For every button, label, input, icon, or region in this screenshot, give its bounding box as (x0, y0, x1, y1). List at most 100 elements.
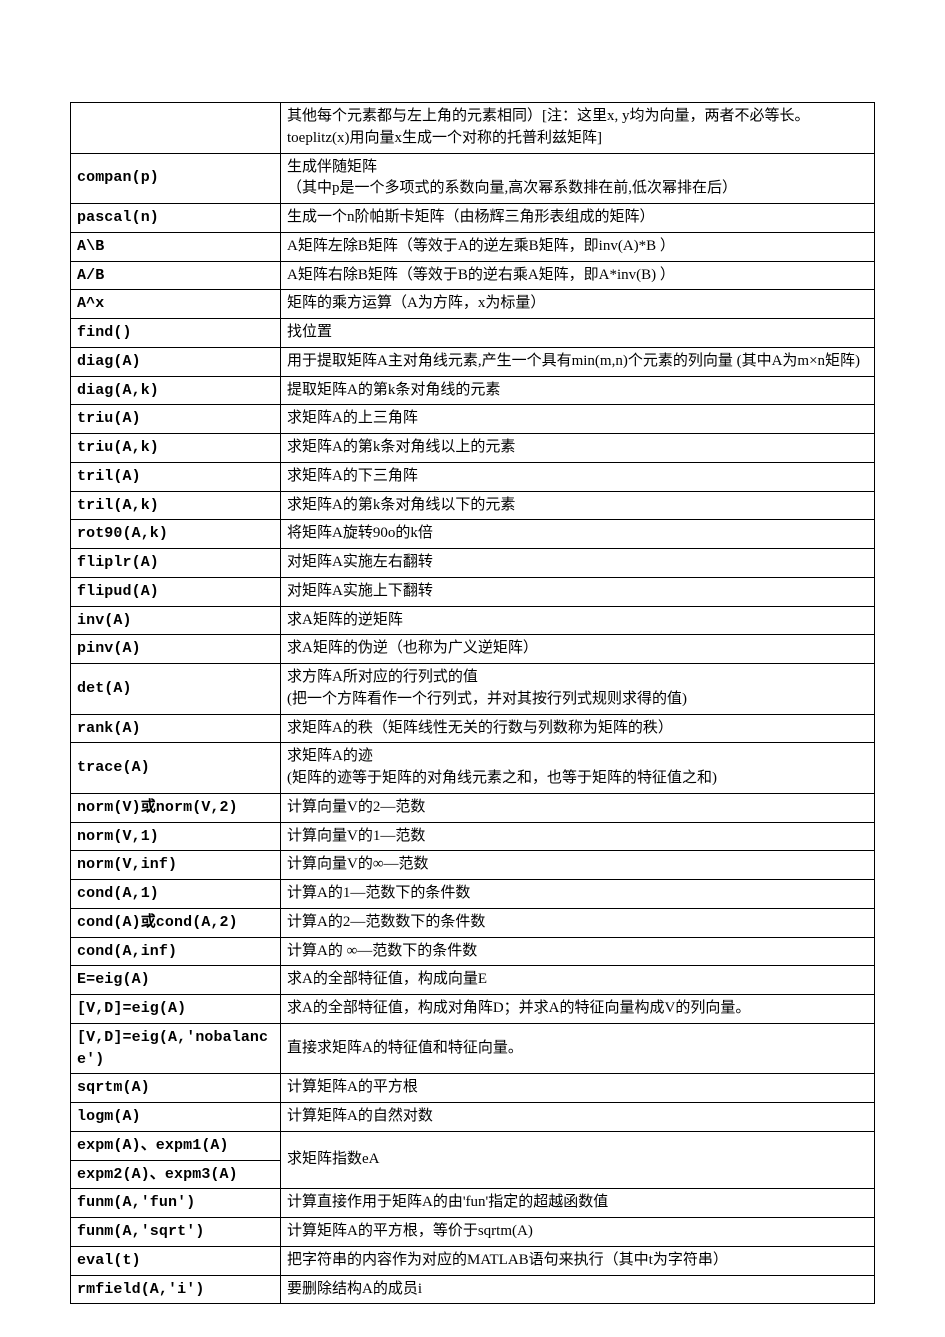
description-text: 对矩阵A实施上下翻转 (287, 583, 433, 599)
description-text: 直接求矩阵A的特征值和特征向量。 (287, 1040, 523, 1056)
table-row: trace(A)求矩阵A的迹(矩阵的迹等于矩阵的对角线元素之和，也等于矩阵的特征… (71, 743, 875, 794)
description-text: 对矩阵A实施左右翻转 (287, 554, 433, 570)
function-name: rmfield(A,'i') (77, 1281, 204, 1298)
description-cell: 求矩阵指数eA (281, 1131, 875, 1189)
description-text: A矩阵右除B矩阵（等效于B的逆右乘A矩阵，即A*inv(B) ） (287, 267, 675, 283)
table-row: norm(V,1) 计算向量V的1—范数 (71, 822, 875, 851)
description-cell: 生成一个n阶帕斯卡矩阵（由杨辉三角形表组成的矩阵） (281, 204, 875, 233)
function-name: norm(V)或norm(V,2) (77, 799, 238, 816)
description-text: 要删除结构A的成员i (287, 1281, 422, 1297)
description-text: 计算矩阵A的平方根，等价于sqrtm(A) (287, 1223, 533, 1239)
function-cell: expm2(A)、expm3(A) (71, 1160, 281, 1189)
function-cell: diag(A,k) (71, 376, 281, 405)
description-cell: 直接求矩阵A的特征值和特征向量。 (281, 1023, 875, 1074)
function-cell: E=eig(A) (71, 966, 281, 995)
table-row: pinv(A)求A矩阵的伪逆（也称为广义逆矩阵） (71, 635, 875, 664)
function-cell: funm(A,'sqrt') (71, 1218, 281, 1247)
function-cell: diag(A) (71, 347, 281, 376)
function-name: diag(A) (77, 353, 141, 370)
description-text: 计算A的 ∞—范数下的条件数 (287, 943, 477, 959)
function-cell: triu(A) (71, 405, 281, 434)
table-row: compan(p) 生成伴随矩阵（其中p是一个多项式的系数向量,高次幂系数排在前,… (71, 153, 875, 204)
description-text: 找位置 (287, 324, 332, 340)
function-name: pinv(A) (77, 640, 141, 657)
description-cell: 提取矩阵A的第k条对角线的元素 (281, 376, 875, 405)
description-cell: 求方阵A所对应的行列式的值(把一个方阵看作一个行列式，并对其按行列式规则求得的值… (281, 664, 875, 715)
description-text: 求矩阵指数eA (287, 1151, 380, 1167)
function-name: triu(A,k) (77, 439, 159, 456)
function-cell: flipud(A) (71, 577, 281, 606)
table-row: diag(A,k)提取矩阵A的第k条对角线的元素 (71, 376, 875, 405)
function-name: E=eig(A) (77, 971, 150, 988)
table-row: tril(A,k)求矩阵A的第k条对角线以下的元素 (71, 491, 875, 520)
description-text: 把字符串的内容作为对应的MATLAB语句来执行（其中t为字符串） (287, 1252, 728, 1268)
function-cell: pascal(n) (71, 204, 281, 233)
table-row: sqrtm(A)计算矩阵A的平方根 (71, 1074, 875, 1103)
table-row: expm(A)、expm1(A)求矩阵指数eA (71, 1131, 875, 1160)
description-text: 计算矩阵A的自然对数 (287, 1108, 433, 1124)
table-row: det(A) 求方阵A所对应的行列式的值(把一个方阵看作一个行列式，并对其按行列式… (71, 664, 875, 715)
function-name: logm(A) (77, 1108, 141, 1125)
function-cell (71, 103, 281, 154)
table-row: rot90(A,k)将矩阵A旋转90o的k倍 (71, 520, 875, 549)
description-text: 求A矩阵的逆矩阵 (287, 612, 403, 628)
function-cell: logm(A) (71, 1103, 281, 1132)
function-cell: cond(A,1) (71, 880, 281, 909)
description-cell: 要删除结构A的成员i (281, 1275, 875, 1304)
description-text: 矩阵的乘方运算（A为方阵，x为标量） (287, 295, 545, 311)
function-name: expm2(A)、expm3(A) (77, 1166, 238, 1183)
function-cell: rmfield(A,'i') (71, 1275, 281, 1304)
description-text: 生成伴随矩阵（其中p是一个多项式的系数向量,高次幂系数排在前,低次幂排在后） (287, 159, 737, 197)
table-row: find() 找位置 (71, 319, 875, 348)
table-row: A/BA矩阵右除B矩阵（等效于B的逆右乘A矩阵，即A*inv(B) ） (71, 261, 875, 290)
description-cell: 计算向量V的1—范数 (281, 822, 875, 851)
reference-table: 其他每个元素都与左上角的元素相同）[注：这里x, y均为向量，两者不必等长。to… (70, 102, 875, 1304)
description-cell: 求A的全部特征值，构成对角阵D；并求A的特征向量构成V的列向量。 (281, 995, 875, 1024)
function-cell: det(A) (71, 664, 281, 715)
description-text: 求矩阵A的迹(矩阵的迹等于矩阵的对角线元素之和，也等于矩阵的特征值之和) (287, 748, 717, 786)
function-cell: triu(A,k) (71, 434, 281, 463)
function-name: funm(A,'fun') (77, 1194, 195, 1211)
function-cell: cond(A,inf) (71, 937, 281, 966)
description-cell: 生成伴随矩阵（其中p是一个多项式的系数向量,高次幂系数排在前,低次幂排在后） (281, 153, 875, 204)
function-name: norm(V,inf) (77, 856, 177, 873)
function-name: inv(A) (77, 612, 132, 629)
function-cell: rot90(A,k) (71, 520, 281, 549)
description-text: 计算向量V的1—范数 (287, 828, 425, 844)
description-text: 求A的全部特征值，构成向量E (287, 971, 487, 987)
description-cell: 其他每个元素都与左上角的元素相同）[注：这里x, y均为向量，两者不必等长。to… (281, 103, 875, 154)
function-name: [V,D]=eig(A) (77, 1000, 186, 1017)
description-cell: 求矩阵A的第k条对角线以下的元素 (281, 491, 875, 520)
description-text: 生成一个n阶帕斯卡矩阵（由杨辉三角形表组成的矩阵） (287, 209, 655, 225)
table-row: funm(A,'sqrt') 计算矩阵A的平方根，等价于sqrtm(A) (71, 1218, 875, 1247)
description-text: 其他每个元素都与左上角的元素相同）[注：这里x, y均为向量，两者不必等长。to… (287, 108, 810, 146)
description-cell: A矩阵右除B矩阵（等效于B的逆右乘A矩阵，即A*inv(B) ） (281, 261, 875, 290)
function-name: tril(A) (77, 468, 141, 485)
table-row: pascal(n) 生成一个n阶帕斯卡矩阵（由杨辉三角形表组成的矩阵） (71, 204, 875, 233)
function-name: norm(V,1) (77, 828, 159, 845)
table-row: tril(A) 求矩阵A的下三角阵 (71, 462, 875, 491)
function-cell: sqrtm(A) (71, 1074, 281, 1103)
function-name: find() (77, 324, 132, 341)
function-cell: cond(A)或cond(A,2) (71, 908, 281, 937)
function-cell: norm(V,inf) (71, 851, 281, 880)
description-text: 用于提取矩阵A主对角线元素,产生一个具有min(m,n)个元素的列向量 (其中A… (287, 353, 860, 369)
description-cell: 计算A的1—范数下的条件数 (281, 880, 875, 909)
function-name: compan(p) (77, 169, 159, 186)
description-text: 求矩阵A的秩（矩阵线性无关的行数与列数称为矩阵的秩） (287, 720, 673, 736)
table-row: cond(A,inf) 计算A的 ∞—范数下的条件数 (71, 937, 875, 966)
table-row: triu(A,k)求矩阵A的第k条对角线以上的元素 (71, 434, 875, 463)
description-cell: 求矩阵A的下三角阵 (281, 462, 875, 491)
table-row: diag(A) 用于提取矩阵A主对角线元素,产生一个具有min(m,n)个元素的列… (71, 347, 875, 376)
function-name: cond(A,1) (77, 885, 159, 902)
page: 其他每个元素都与左上角的元素相同）[注：这里x, y均为向量，两者不必等长。to… (0, 0, 945, 1337)
description-text: 求矩阵A的上三角阵 (287, 410, 418, 426)
function-cell: eval(t) (71, 1246, 281, 1275)
function-cell: [V,D]=eig(A) (71, 995, 281, 1024)
function-cell: funm(A,'fun') (71, 1189, 281, 1218)
function-cell: norm(V)或norm(V,2) (71, 793, 281, 822)
function-name: det(A) (77, 680, 132, 697)
table-row: [V,D]=eig(A) 求A的全部特征值，构成对角阵D；并求A的特征向量构成V的… (71, 995, 875, 1024)
table-row: funm(A,'fun')计算直接作用于矩阵A的由'fun'指定的超越函数值 (71, 1189, 875, 1218)
description-cell: 求A矩阵的逆矩阵 (281, 606, 875, 635)
